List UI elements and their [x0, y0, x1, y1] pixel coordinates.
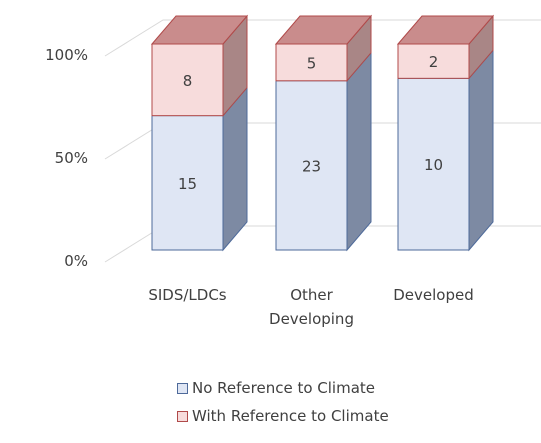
- y-tick-label-0: 0%: [64, 252, 88, 270]
- legend-swatch-no-reference: [177, 382, 188, 394]
- bar-side-0-1: [346, 51, 372, 252]
- bar-1-2: [397, 43, 470, 79]
- category-label-2-0: Developed: [393, 286, 474, 304]
- legend-item-with-reference: With Reference to Climate: [177, 404, 389, 428]
- data-label-0-2: 10: [424, 156, 443, 174]
- category-label-1-0: Other: [290, 286, 333, 304]
- legend: No Reference to Climate With Reference t…: [177, 376, 389, 432]
- legend-item-no-reference: No Reference to Climate: [177, 376, 389, 400]
- data-label-0-1: 23: [302, 157, 321, 175]
- legend-label-no-reference: No Reference to Climate: [192, 379, 376, 397]
- data-label-1-0: 8: [183, 72, 193, 90]
- gridline-100: [104, 19, 541, 57]
- bar-0-2: [397, 77, 470, 251]
- y-tick-label-100: 100%: [45, 46, 88, 64]
- legend-label-with-reference: With Reference to Climate: [192, 407, 389, 425]
- data-label-1-1: 5: [307, 54, 317, 72]
- bar-0-0: [151, 115, 224, 251]
- category-label-0-0: SIDS/LDCs: [148, 286, 226, 304]
- y-tick-label-50: 50%: [55, 149, 88, 167]
- bar-1-1: [275, 43, 348, 82]
- bar-1-0: [151, 43, 224, 117]
- category-label-1-1: Developing: [269, 310, 354, 328]
- bar-side-0-2: [468, 48, 494, 252]
- data-label-0-0: 15: [178, 175, 197, 193]
- bar-0-1: [275, 80, 348, 251]
- legend-swatch-with-reference: [177, 410, 188, 422]
- bar-top-2: [396, 15, 495, 45]
- bar-top-1: [274, 15, 373, 45]
- bar-top-0: [150, 15, 249, 45]
- chart-area: 0% 50% 100% 15 8 SIDS/LDCs 23 5 Other Developing 1…: [45, 14, 541, 328]
- data-label-1-2: 2: [429, 53, 439, 71]
